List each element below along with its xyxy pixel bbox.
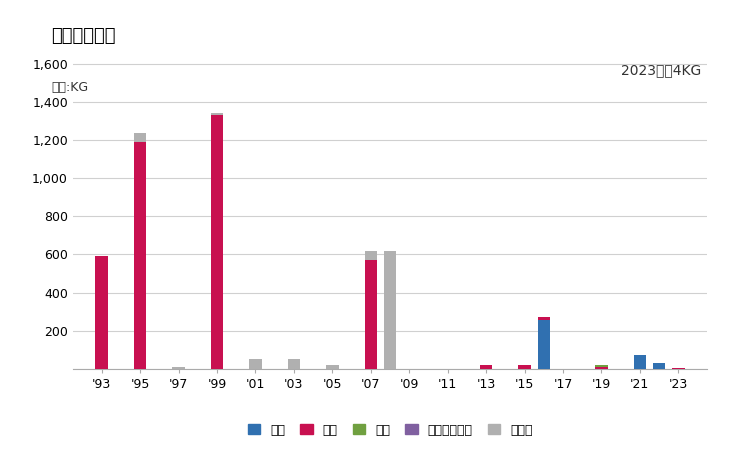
Bar <box>518 365 531 369</box>
Bar <box>537 320 550 369</box>
Bar <box>326 365 338 369</box>
Bar <box>364 251 377 260</box>
Bar <box>134 142 147 369</box>
Bar <box>595 367 608 369</box>
Text: 輸出量の推移: 輸出量の推移 <box>51 27 115 45</box>
Bar <box>653 363 666 369</box>
Bar <box>364 260 377 369</box>
Bar <box>288 360 300 369</box>
Bar <box>383 251 397 369</box>
Bar <box>172 367 185 369</box>
Bar <box>537 317 550 320</box>
Bar <box>134 133 147 142</box>
Legend: 中国, 韓国, 米国, インドネシア, その他: 中国, 韓国, 米国, インドネシア, その他 <box>243 418 537 441</box>
Bar <box>672 368 685 369</box>
Bar <box>595 365 608 367</box>
Text: 単位:KG: 単位:KG <box>51 81 88 94</box>
Bar <box>211 115 223 369</box>
Bar <box>95 256 108 369</box>
Bar <box>211 113 223 115</box>
Text: 2023年：4KG: 2023年：4KG <box>620 63 701 77</box>
Bar <box>634 355 646 369</box>
Bar <box>480 365 492 369</box>
Bar <box>249 360 262 369</box>
